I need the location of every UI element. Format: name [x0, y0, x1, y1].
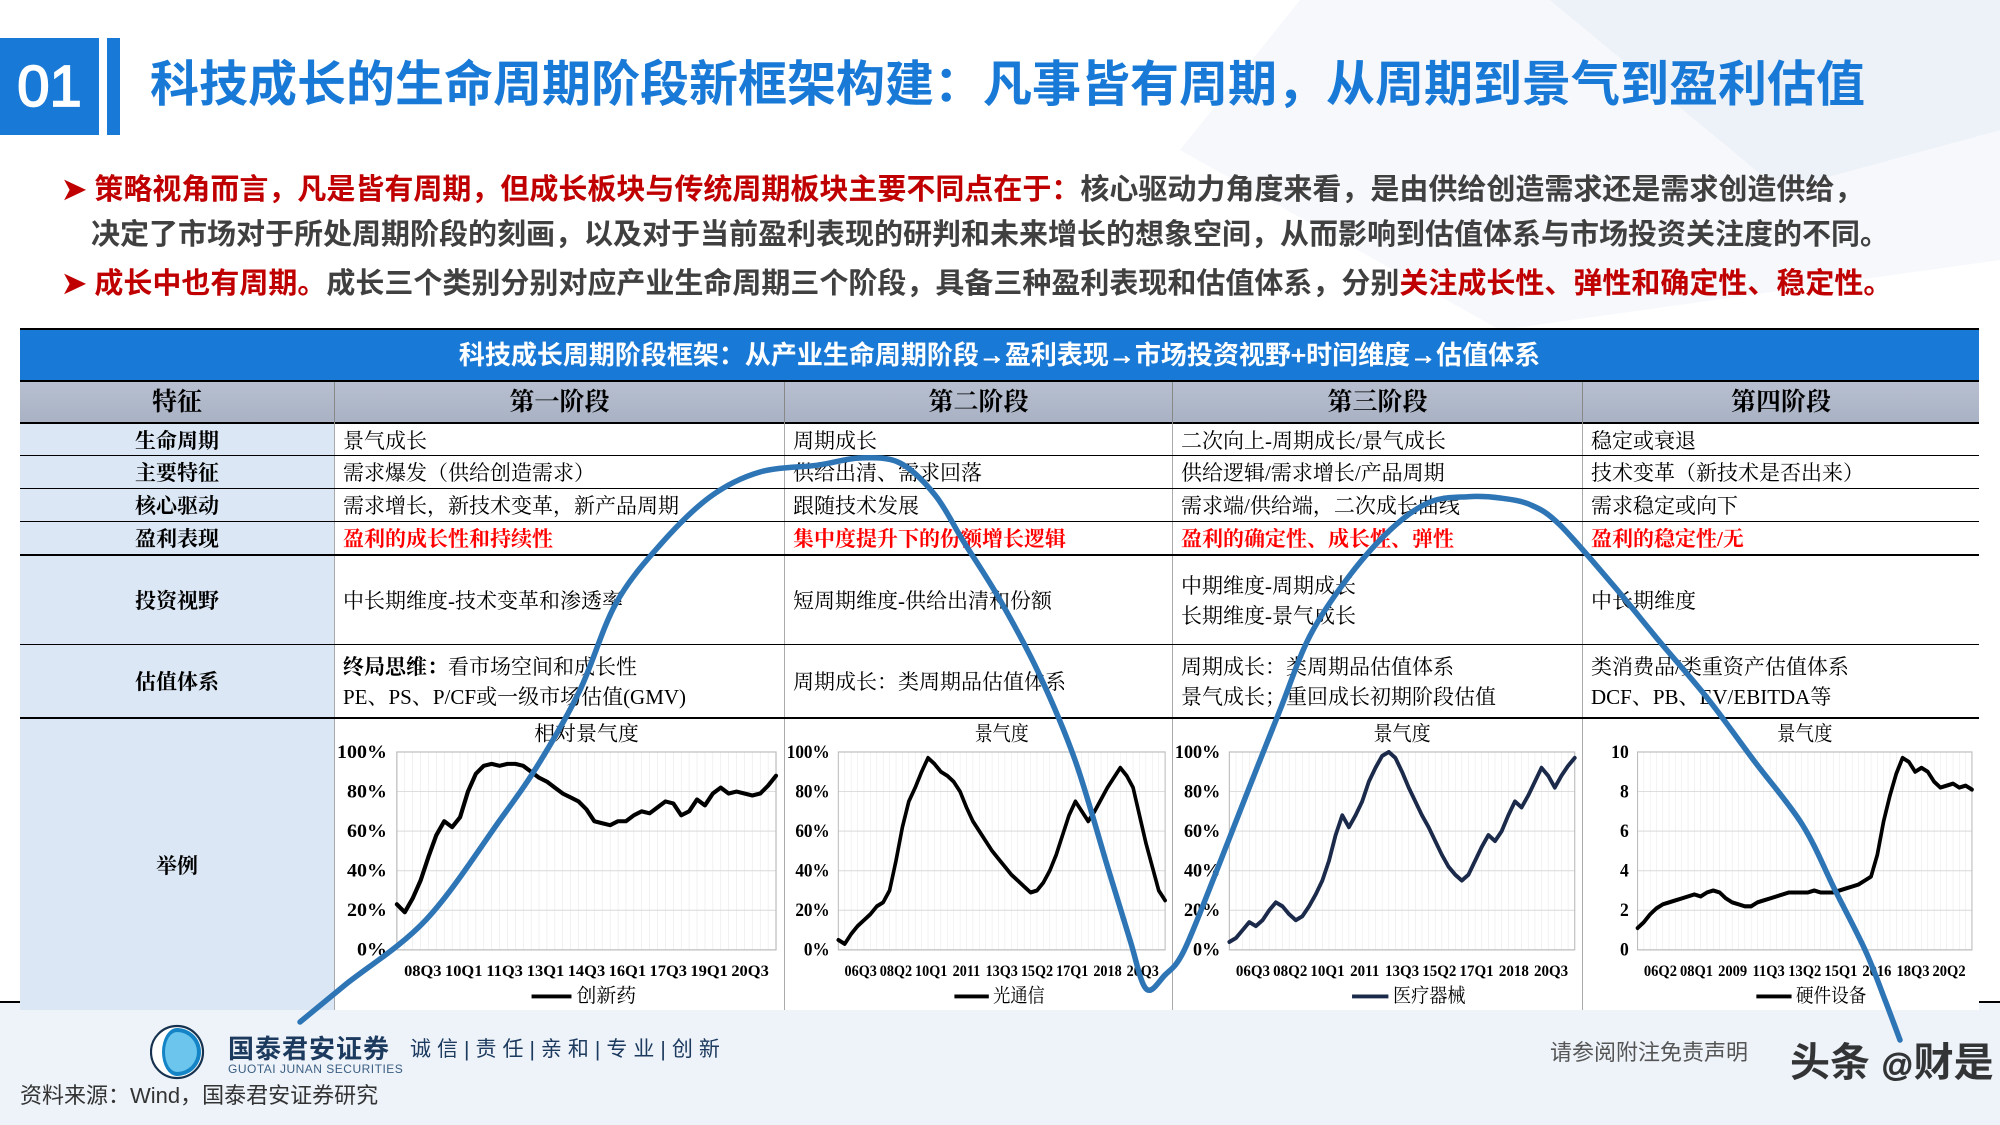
svg-text:16Q1: 16Q1 [609, 962, 646, 980]
svg-text:60%: 60% [795, 820, 829, 841]
svg-text:06Q3: 06Q3 [1236, 963, 1270, 981]
svg-text:6: 6 [1620, 820, 1629, 842]
svg-text:景气度: 景气度 [1373, 723, 1430, 746]
svg-text:14Q3: 14Q3 [568, 962, 605, 980]
svg-text:08Q2: 08Q2 [880, 963, 912, 980]
svg-text:15Q1: 15Q1 [1824, 962, 1857, 980]
svg-text:20Q3: 20Q3 [1127, 963, 1160, 980]
svg-text:17Q1: 17Q1 [1459, 963, 1493, 981]
svg-text:2011: 2011 [953, 963, 981, 980]
svg-text:2018: 2018 [1499, 963, 1529, 981]
svg-text:20%: 20% [347, 899, 387, 921]
svg-text:40%: 40% [1184, 860, 1220, 882]
svg-text:10Q1: 10Q1 [445, 962, 482, 980]
svg-text:13Q1: 13Q1 [527, 962, 564, 980]
svg-text:0%: 0% [804, 939, 830, 960]
svg-text:18Q3: 18Q3 [1896, 962, 1929, 980]
svg-text:15Q2: 15Q2 [1021, 963, 1053, 980]
svg-text:06Q3: 06Q3 [845, 963, 878, 980]
svg-text:80%: 80% [347, 781, 387, 803]
svg-text:08Q3: 08Q3 [404, 962, 441, 980]
svg-text:0%: 0% [357, 939, 387, 961]
svg-text:0: 0 [1620, 939, 1629, 961]
svg-text:2: 2 [1620, 899, 1629, 921]
svg-text:08Q1: 08Q1 [1680, 962, 1713, 980]
svg-text:60%: 60% [347, 820, 387, 842]
svg-text:10Q1: 10Q1 [1310, 963, 1344, 981]
svg-text:2018: 2018 [1093, 963, 1122, 980]
svg-text:40%: 40% [347, 860, 387, 882]
svg-text:2011: 2011 [1350, 963, 1379, 981]
svg-text:80%: 80% [1184, 781, 1220, 803]
svg-text:景气度: 景气度 [1777, 723, 1832, 746]
svg-text:2009: 2009 [1718, 962, 1747, 980]
svg-text:17Q1: 17Q1 [1056, 963, 1088, 980]
svg-text:13Q3: 13Q3 [1385, 963, 1419, 981]
svg-text:40%: 40% [795, 860, 829, 881]
svg-text:80%: 80% [795, 780, 829, 801]
svg-text:8: 8 [1620, 781, 1629, 803]
svg-text:06Q2: 06Q2 [1644, 962, 1677, 980]
svg-text:100%: 100% [337, 741, 387, 763]
svg-text:19Q1: 19Q1 [690, 962, 727, 980]
svg-text:17Q3: 17Q3 [650, 962, 687, 980]
svg-text:4: 4 [1620, 860, 1629, 882]
svg-text:20Q2: 20Q2 [1933, 962, 1966, 980]
svg-text:11Q3: 11Q3 [486, 962, 523, 980]
svg-text:硬件设备: 硬件设备 [1796, 985, 1867, 1007]
svg-text:创新药: 创新药 [576, 985, 636, 1007]
svg-text:0%: 0% [1193, 939, 1220, 961]
svg-text:100%: 100% [787, 741, 830, 762]
svg-text:11Q3: 11Q3 [1753, 962, 1786, 980]
svg-text:相对景气度: 相对景气度 [534, 723, 639, 746]
svg-text:10: 10 [1611, 741, 1629, 763]
svg-text:13Q3: 13Q3 [986, 963, 1019, 980]
svg-text:15Q2: 15Q2 [1422, 963, 1456, 981]
svg-text:景气度: 景气度 [975, 722, 1029, 745]
svg-text:医疗器械: 医疗器械 [1393, 985, 1466, 1008]
svg-text:13Q2: 13Q2 [1788, 962, 1821, 980]
svg-text:100%: 100% [1175, 741, 1220, 763]
svg-text:08Q2: 08Q2 [1273, 963, 1307, 981]
svg-text:2016: 2016 [1862, 962, 1891, 980]
svg-text:20%: 20% [795, 899, 829, 920]
svg-text:20Q3: 20Q3 [731, 962, 768, 980]
svg-text:20Q3: 20Q3 [1534, 963, 1568, 981]
svg-text:光通信: 光通信 [993, 985, 1045, 1006]
svg-text:10Q1: 10Q1 [915, 963, 947, 980]
svg-text:20%: 20% [1184, 900, 1220, 922]
svg-text:60%: 60% [1184, 820, 1220, 842]
